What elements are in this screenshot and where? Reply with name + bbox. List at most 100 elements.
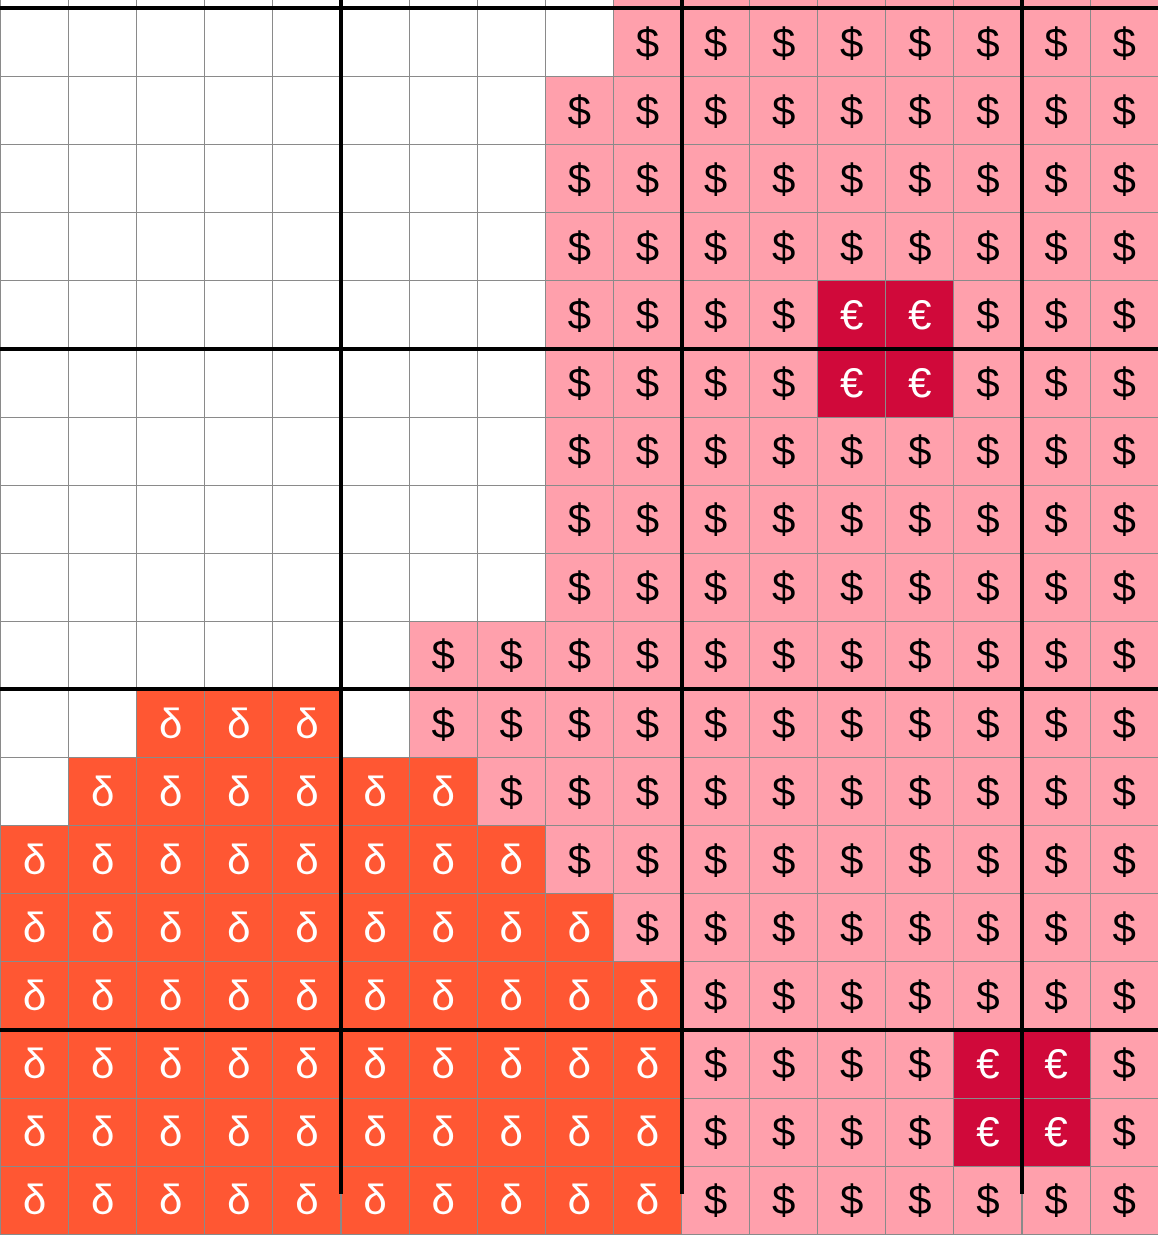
empty-cell bbox=[68, 8, 138, 78]
dollar-symbol-cell: $ bbox=[1021, 144, 1091, 214]
empty-cell bbox=[340, 348, 410, 418]
dollar-symbol-cell: $ bbox=[953, 961, 1023, 1031]
delta-symbol-cell: δ bbox=[544, 893, 614, 963]
dollar-symbol-cell: $ bbox=[544, 348, 614, 418]
dollar-symbol-cell: $ bbox=[953, 76, 1023, 146]
delta-symbol-cell: δ bbox=[408, 1097, 478, 1167]
dollar-symbol-cell: $ bbox=[612, 212, 682, 282]
delta-symbol-cell: δ bbox=[612, 961, 682, 1031]
empty-cell bbox=[68, 689, 138, 759]
dollar-symbol-cell: $ bbox=[1021, 280, 1091, 350]
empty-cell bbox=[0, 484, 70, 554]
delta-symbol-cell: δ bbox=[136, 961, 206, 1031]
dollar-symbol-cell: $ bbox=[544, 416, 614, 486]
delta-symbol-cell: δ bbox=[476, 1029, 546, 1099]
dollar-symbol-cell: $ bbox=[749, 484, 819, 554]
euro-symbol-cell: € bbox=[1021, 1097, 1091, 1167]
dollar-symbol-cell: $ bbox=[885, 620, 955, 690]
delta-symbol-cell: δ bbox=[204, 825, 274, 895]
delta-symbol-cell: δ bbox=[136, 757, 206, 827]
delta-symbol-cell: δ bbox=[204, 689, 274, 759]
empty-cell bbox=[476, 416, 546, 486]
empty-cell bbox=[136, 620, 206, 690]
dollar-symbol-cell: $ bbox=[612, 144, 682, 214]
dollar-symbol-cell: $ bbox=[612, 484, 682, 554]
delta-symbol-cell: δ bbox=[340, 757, 410, 827]
dollar-symbol-cell: $ bbox=[681, 212, 751, 282]
dollar-symbol-cell: $ bbox=[544, 825, 614, 895]
dollar-symbol-cell: $ bbox=[544, 552, 614, 622]
empty-cell bbox=[340, 620, 410, 690]
empty-cell bbox=[136, 76, 206, 146]
dollar-symbol-cell: $ bbox=[749, 8, 819, 78]
delta-symbol-cell: δ bbox=[544, 1097, 614, 1167]
dollar-symbol-cell: $ bbox=[612, 893, 682, 963]
dollar-symbol-cell: $ bbox=[953, 620, 1023, 690]
empty-cell bbox=[408, 280, 478, 350]
dollar-symbol-cell: $ bbox=[1089, 144, 1158, 214]
empty-cell bbox=[476, 552, 546, 622]
dollar-symbol-cell: $ bbox=[681, 893, 751, 963]
dollar-symbol-cell: $ bbox=[953, 348, 1023, 418]
dollar-symbol-cell: $ bbox=[1021, 416, 1091, 486]
dollar-symbol-cell: $ bbox=[612, 620, 682, 690]
euro-symbol-cell: € bbox=[885, 280, 955, 350]
empty-cell bbox=[68, 552, 138, 622]
dollar-symbol-cell: $ bbox=[817, 757, 887, 827]
dollar-symbol-cell: $ bbox=[1021, 689, 1091, 759]
delta-symbol-cell: δ bbox=[544, 1165, 614, 1235]
empty-cell bbox=[204, 280, 274, 350]
empty-cell bbox=[204, 620, 274, 690]
dollar-symbol-cell: $ bbox=[749, 620, 819, 690]
dollar-symbol-cell: $ bbox=[612, 416, 682, 486]
dollar-symbol-cell: $ bbox=[1089, 348, 1158, 418]
empty-cell bbox=[272, 8, 342, 78]
empty-cell bbox=[68, 416, 138, 486]
dollar-symbol-cell: $ bbox=[1089, 484, 1158, 554]
dollar-symbol-cell: $ bbox=[885, 961, 955, 1031]
delta-symbol-cell: δ bbox=[340, 1029, 410, 1099]
empty-cell bbox=[272, 144, 342, 214]
delta-symbol-cell: δ bbox=[544, 961, 614, 1031]
dollar-symbol-cell: $ bbox=[1021, 757, 1091, 827]
dollar-symbol-cell: $ bbox=[885, 689, 955, 759]
major-gridline-horizontal bbox=[0, 346, 1158, 351]
dollar-symbol-cell: $ bbox=[749, 552, 819, 622]
empty-cell bbox=[0, 757, 70, 827]
dollar-symbol-cell: $ bbox=[681, 552, 751, 622]
delta-symbol-cell: δ bbox=[136, 1097, 206, 1167]
delta-symbol-cell: δ bbox=[204, 893, 274, 963]
delta-symbol-cell: δ bbox=[340, 1097, 410, 1167]
dollar-symbol-cell: $ bbox=[749, 212, 819, 282]
dollar-symbol-cell: $ bbox=[953, 144, 1023, 214]
dollar-symbol-cell: $ bbox=[817, 893, 887, 963]
empty-cell bbox=[136, 8, 206, 78]
dollar-symbol-cell: $ bbox=[1021, 893, 1091, 963]
dollar-symbol-cell: $ bbox=[544, 76, 614, 146]
dollar-symbol-cell: $ bbox=[885, 893, 955, 963]
dollar-symbol-cell: $ bbox=[817, 212, 887, 282]
delta-symbol-cell: δ bbox=[68, 1097, 138, 1167]
dollar-symbol-cell: $ bbox=[612, 552, 682, 622]
delta-symbol-cell: δ bbox=[68, 893, 138, 963]
dollar-symbol-cell: $ bbox=[476, 757, 546, 827]
empty-cell bbox=[476, 76, 546, 146]
dollar-symbol-cell: $ bbox=[953, 416, 1023, 486]
dollar-symbol-cell: $ bbox=[612, 825, 682, 895]
empty-cell bbox=[0, 280, 70, 350]
dollar-symbol-cell: $ bbox=[544, 757, 614, 827]
dollar-symbol-cell: $ bbox=[749, 1165, 819, 1235]
delta-symbol-cell: δ bbox=[476, 893, 546, 963]
delta-symbol-cell: δ bbox=[136, 689, 206, 759]
major-gridline-horizontal bbox=[0, 6, 1158, 10]
dollar-symbol-cell: $ bbox=[544, 484, 614, 554]
dollar-symbol-cell: $ bbox=[817, 484, 887, 554]
empty-cell bbox=[204, 348, 274, 418]
dollar-symbol-cell: $ bbox=[1089, 825, 1158, 895]
major-gridline-vertical bbox=[339, 0, 343, 1194]
empty-cell bbox=[0, 416, 70, 486]
dollar-symbol-cell: $ bbox=[681, 1165, 751, 1235]
empty-cell bbox=[68, 620, 138, 690]
dollar-symbol-cell: $ bbox=[953, 893, 1023, 963]
empty-cell bbox=[204, 8, 274, 78]
